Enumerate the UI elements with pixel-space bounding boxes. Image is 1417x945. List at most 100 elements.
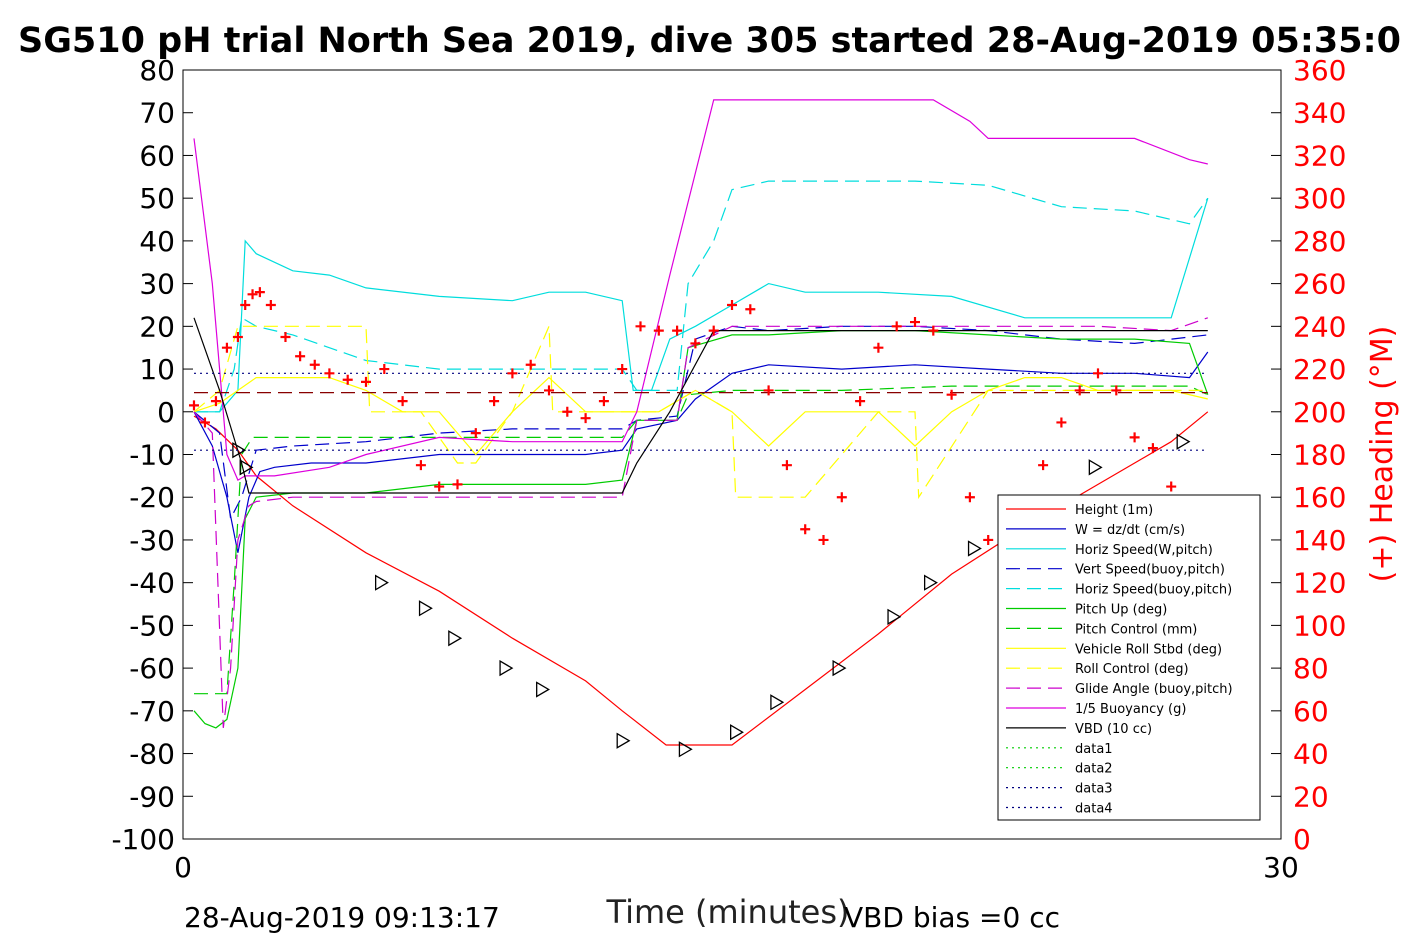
right-tick-label: 340	[1293, 97, 1346, 130]
legend-entry: Horiz Speed(W,pitch)	[1075, 543, 1213, 558]
heading-marker	[818, 534, 829, 545]
heading-marker	[415, 460, 426, 471]
data-triangle-marker	[418, 600, 433, 617]
heading-marker	[598, 396, 609, 407]
heading-marker	[745, 304, 756, 315]
legend-entry: data1	[1075, 742, 1113, 757]
heading-marker	[690, 338, 701, 349]
series-line-2	[194, 198, 1209, 413]
left-tick-label: 50	[139, 182, 175, 215]
heading-marker	[964, 492, 975, 503]
left-tick-label: -60	[129, 652, 175, 685]
data-triangle-marker	[887, 608, 902, 625]
data-triangle-marker	[1176, 433, 1191, 450]
right-tick-label: 140	[1293, 524, 1346, 557]
x-axis-label: Time (minutes)	[606, 893, 850, 931]
heading-marker	[280, 332, 291, 343]
right-tick-label: 280	[1293, 225, 1346, 258]
heading-marker	[800, 524, 811, 535]
data-triangle-marker	[1088, 459, 1103, 476]
heading-marker	[781, 460, 792, 471]
left-tick-label: -40	[129, 567, 175, 600]
right-tick-label: 200	[1293, 396, 1346, 429]
left-tick-label: 0	[157, 396, 175, 429]
right-tick-label: 220	[1293, 353, 1346, 386]
left-tick-label: 20	[139, 310, 175, 343]
legend-entry: Glide Angle (buoy,pitch)	[1075, 682, 1233, 697]
heading-marker	[295, 351, 306, 362]
right-y-axis: 3603403203002802602402202001801601401201…	[1271, 54, 1346, 856]
heading-marker	[653, 325, 664, 336]
heading-marker	[983, 534, 994, 545]
legend-entry: Vert Speed(buoy,pitch)	[1075, 563, 1225, 578]
left-tick-label: -50	[129, 609, 175, 642]
heading-marker	[580, 413, 591, 424]
heading-marker	[910, 317, 920, 328]
heading-marker	[1056, 417, 1067, 428]
heading-marker	[672, 325, 683, 336]
x-tick-label: 30	[1263, 851, 1299, 884]
data-triangle-marker	[832, 659, 847, 677]
heading-marker	[361, 376, 371, 387]
legend-entry: Roll Control (deg)	[1075, 662, 1189, 677]
right-tick-label: 240	[1293, 310, 1346, 343]
heading-marker	[210, 396, 221, 407]
heading-marker	[507, 368, 518, 379]
left-tick-label: 30	[139, 268, 175, 301]
data-triangle-marker	[678, 741, 693, 758]
series-line-8	[193, 325, 1208, 500]
left-tick-label: 70	[139, 97, 175, 130]
data-triangle-marker	[239, 459, 254, 476]
left-tick-label: -100	[111, 823, 175, 856]
heading-marker	[1093, 368, 1103, 379]
heading-marker	[617, 364, 628, 375]
heading-marker	[247, 289, 258, 300]
heading-marker	[452, 479, 463, 490]
series-line-9	[193, 317, 1208, 728]
series-line-7	[193, 376, 1208, 456]
heading-marker	[855, 396, 866, 407]
heading-marker	[873, 342, 884, 353]
heading-marker	[265, 299, 276, 310]
legend-entry: data4	[1075, 802, 1113, 817]
chart-title: SG510 pH trial North Sea 2019, dive 305 …	[18, 21, 1401, 61]
right-tick-label: 160	[1293, 481, 1346, 514]
right-tick-label: 20	[1293, 780, 1329, 813]
heading-marker	[1074, 385, 1085, 396]
heading-marker	[525, 359, 536, 370]
legend-entry: data2	[1075, 762, 1113, 777]
legend-entry: Height (1m)	[1075, 503, 1153, 518]
legend-entry: Vehicle Roll Stbd (deg)	[1075, 642, 1222, 657]
series-line-5	[193, 330, 1209, 729]
data-triangle-marker	[770, 694, 785, 711]
heading-marker	[544, 385, 554, 396]
data-triangle-marker	[374, 574, 389, 591]
left-tick-label: -30	[129, 524, 175, 557]
heading-marker	[188, 400, 199, 411]
heading-marker	[232, 332, 243, 343]
heading-marker	[470, 428, 481, 439]
data-triangle-marker	[448, 630, 463, 647]
series-line-6	[194, 385, 1209, 695]
legend: Height (1m) W = dz/dt (cm/s) Horiz Speed(W…	[997, 494, 1261, 821]
heading-marker	[946, 389, 957, 400]
heading-marker	[221, 342, 232, 353]
data-triangle-marker	[967, 540, 982, 557]
legend-entry: Horiz Speed(buoy,pitch)	[1075, 583, 1232, 598]
heading-marker	[928, 325, 939, 336]
legend-entry: Pitch Up (deg)	[1075, 603, 1167, 618]
heading-marker	[1129, 432, 1140, 443]
right-tick-label: 300	[1293, 182, 1346, 215]
footer-vbd-bias: VBD bias =0 cc	[844, 901, 1060, 934]
data-triangle-marker	[616, 732, 631, 749]
heading-marker	[309, 359, 320, 370]
heading-marker	[635, 321, 646, 332]
heading-marker	[254, 287, 265, 298]
series-line-4	[194, 180, 1209, 413]
heading-marker	[199, 417, 210, 428]
heading-marker	[342, 374, 353, 385]
data-triangle-marker	[730, 724, 744, 741]
right-tick-label: 100	[1293, 609, 1346, 642]
heading-marker	[1166, 481, 1177, 492]
right-tick-label: 260	[1293, 268, 1346, 301]
